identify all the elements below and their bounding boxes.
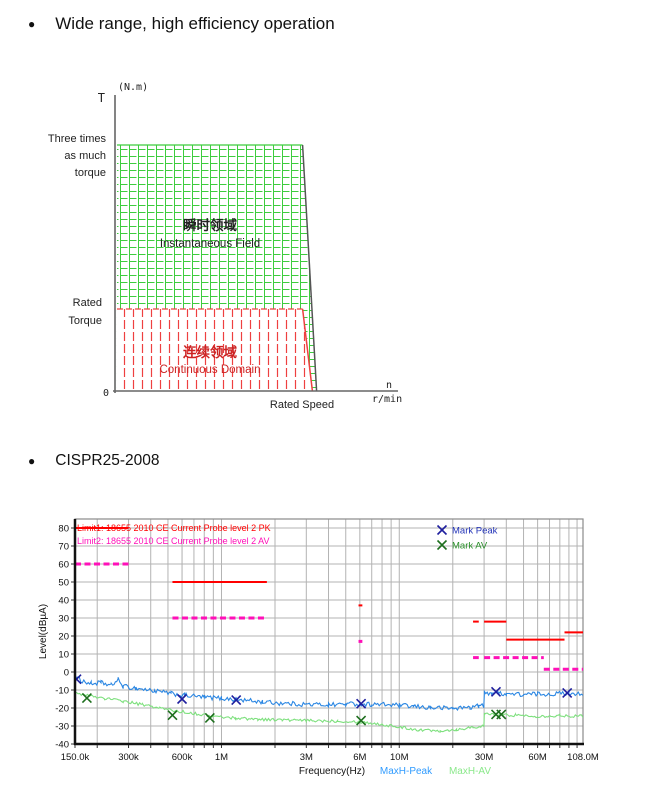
origin-label: 0: [103, 388, 109, 399]
x-tick-label: 30M: [475, 752, 494, 763]
x-tick-label: 10M: [390, 752, 409, 763]
x-tick-label: 6M: [353, 752, 366, 763]
tick-marks: [71, 527, 578, 748]
x-tick-label: 60M: [528, 752, 547, 763]
grid: [75, 519, 583, 744]
continuous-label-cn: 连续领域: [183, 344, 237, 360]
rated-torque-label: Torque: [68, 315, 102, 327]
limit-pk-line: [75, 527, 583, 641]
y-tick-label: -40: [55, 740, 69, 751]
torque-speed-diagram: T (N.m) Three times as much torque Rated Torqu…: [48, 82, 402, 411]
limit-av-line: [75, 562, 583, 671]
trace-label-maxh-av: MaxH-AV: [449, 766, 491, 777]
three-times-torque-label: Three times: [48, 133, 107, 145]
bullet-label: Wide range, high efficiency operation: [55, 14, 335, 33]
legend-mark-label: Mark Peak: [452, 526, 498, 537]
y-tick-label: 0: [64, 668, 69, 679]
legend-mark-label: Mark AV: [452, 541, 488, 552]
limit2-label: Limit2: 18655 2010 CE Current Probe leve…: [77, 536, 269, 546]
x-axis-title: Frequency(Hz): [299, 766, 365, 777]
x-tick-label: 108.0M: [567, 752, 599, 763]
y-tick-label: 10: [58, 650, 69, 661]
y-tick-label: 20: [58, 632, 69, 643]
y-axis-title: Level(dBµA): [38, 604, 49, 659]
y-tick-label: 80: [58, 524, 69, 535]
rated-torque-label: Rated: [73, 297, 102, 309]
x-tick-label: 600k: [172, 752, 193, 763]
trace-label-maxh-peak: MaxH-Peak: [380, 766, 433, 777]
y-tick-label: 60: [58, 560, 69, 571]
bullet-label: CISPR25-2008: [55, 452, 160, 469]
bullet-icon: ●: [28, 454, 36, 468]
y-tick-label: 50: [58, 578, 69, 589]
bullet-item-cispr25: ● CISPR25-2008: [28, 452, 160, 470]
markers-av: [81, 693, 507, 726]
continuous-label-en: Continuous Domain: [159, 364, 260, 376]
legend-mark-icon: [436, 524, 448, 536]
x-tick-label: 150.0k: [61, 752, 90, 763]
x-tick-label: 1M: [215, 752, 228, 763]
rated-speed-label: Rated Speed: [270, 399, 334, 411]
continuous-region: [116, 309, 313, 391]
instantaneous-label-cn: 瞬时领域: [183, 217, 237, 233]
y-tick-label: -30: [55, 722, 69, 733]
y-tick-label: -20: [55, 704, 69, 715]
x-tick-label: 3M: [300, 752, 313, 763]
bullet-item-wide-range: ● Wide range, high efficiency operation: [28, 14, 335, 34]
bullet-icon: ●: [28, 17, 36, 31]
three-times-torque-label: as much: [64, 150, 106, 162]
t-axis-unit: (N.m): [118, 82, 148, 93]
field-weakening-boundary: [301, 144, 318, 392]
y-tick-label: 70: [58, 542, 69, 553]
x-tick-label: 300k: [118, 752, 139, 763]
limit1-label: Limit1: 18655 2010 CE Current Probe leve…: [77, 523, 271, 533]
three-times-torque-label: torque: [75, 167, 106, 179]
continuous-boundary: [301, 308, 314, 392]
instantaneous-label-en: Instantaneous Field: [160, 238, 260, 250]
y-tick-label: 30: [58, 614, 69, 625]
markers-peak: [75, 674, 573, 709]
t-axis-symbol: T: [98, 91, 105, 105]
n-axis-symbol: n: [386, 380, 392, 391]
y-tick-label: -10: [55, 686, 69, 697]
n-axis-unit: r/min: [372, 394, 402, 405]
y-tick-label: 40: [58, 596, 69, 607]
legend-mark-icon: [436, 539, 448, 551]
